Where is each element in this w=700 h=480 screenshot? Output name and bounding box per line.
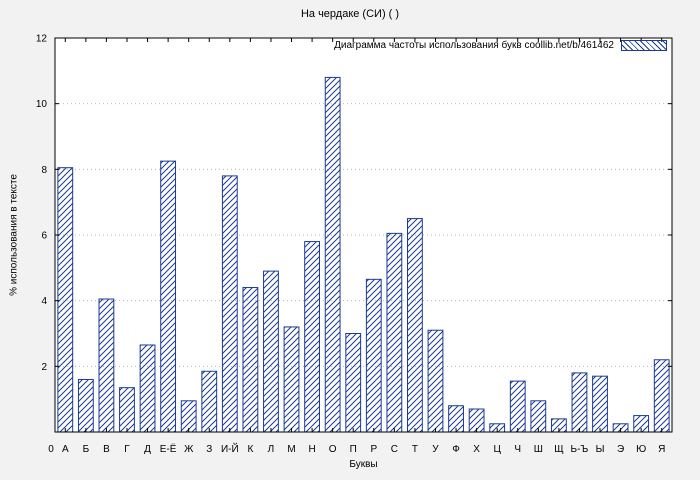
bar bbox=[345, 333, 362, 433]
x-tick-label: Х bbox=[473, 444, 480, 455]
bar bbox=[242, 287, 259, 433]
y-tick-label: 10 bbox=[36, 99, 48, 110]
y-tick-label: 6 bbox=[41, 231, 47, 242]
x-tick-label: Ж bbox=[184, 444, 194, 455]
y-tick-label: 8 bbox=[41, 165, 47, 176]
bar bbox=[324, 76, 341, 433]
y-axis-label: % использования в тексте bbox=[8, 174, 20, 296]
x-tick-label: С bbox=[391, 444, 398, 455]
x-tick-label: Р bbox=[370, 444, 377, 455]
x-tick-label: Ц bbox=[493, 444, 501, 455]
bar bbox=[201, 370, 218, 433]
x-tick-label: К bbox=[247, 444, 253, 455]
y-tick-label: 2 bbox=[41, 362, 47, 373]
bar bbox=[283, 326, 300, 433]
bar bbox=[509, 380, 526, 433]
bar bbox=[365, 278, 382, 433]
x-tick-label: Л bbox=[268, 444, 275, 455]
bar bbox=[57, 167, 74, 433]
x-tick-label: З bbox=[206, 444, 212, 455]
x-tick-label: Я bbox=[658, 444, 665, 455]
bar bbox=[139, 344, 156, 433]
x-tick-label: А bbox=[62, 444, 69, 455]
bar bbox=[592, 375, 608, 433]
x-tick-label: Д bbox=[144, 444, 151, 455]
x-tick-label: П bbox=[350, 444, 357, 455]
bar bbox=[180, 400, 197, 433]
x-tick-label: Ы bbox=[596, 444, 605, 455]
bar bbox=[653, 359, 670, 433]
x-tick-label: Ч bbox=[514, 444, 521, 455]
bar bbox=[160, 160, 177, 433]
legend: Диаграмма частоты использования букв coo… bbox=[334, 40, 667, 51]
legend-label: Диаграмма частоты использования букв coo… bbox=[334, 40, 614, 51]
y-tick-label: 4 bbox=[41, 296, 47, 307]
bar bbox=[304, 241, 320, 433]
x-tick-label: Ш bbox=[534, 444, 543, 455]
x-axis-label: Буквы bbox=[349, 459, 378, 470]
x-tick-label: М bbox=[287, 444, 295, 455]
y-tick-label: 12 bbox=[36, 34, 48, 45]
x-tick-label: Ф bbox=[452, 444, 460, 455]
bar bbox=[221, 175, 238, 433]
x-tick-label: И-Й bbox=[221, 442, 239, 455]
bar bbox=[98, 298, 115, 433]
x-tick-label: Щ bbox=[554, 444, 563, 455]
x-tick-label: У bbox=[432, 444, 439, 455]
bar bbox=[407, 218, 423, 433]
legend-swatch-hatched bbox=[621, 40, 667, 51]
x-tick-label: Ь-Ъ bbox=[571, 444, 589, 455]
x-tick-label: Н bbox=[308, 444, 315, 455]
bar bbox=[77, 378, 94, 433]
bar bbox=[571, 372, 588, 433]
bar bbox=[530, 400, 547, 433]
x-tick-label: Ю bbox=[636, 444, 646, 455]
x-tick-label: Е-Ё bbox=[160, 443, 177, 455]
bar bbox=[263, 270, 279, 433]
bar bbox=[386, 232, 403, 433]
bar bbox=[119, 387, 135, 433]
x-tick-label: Э bbox=[617, 444, 624, 455]
x-tick-label: Б bbox=[83, 444, 90, 455]
x-tick-label: Г bbox=[124, 444, 130, 455]
x-tick-label: Т bbox=[412, 444, 418, 455]
origin-tick-label: 0 bbox=[48, 444, 54, 455]
chart-title: На чердаке (СИ) ( ) bbox=[300, 8, 400, 20]
x-tick-label: О bbox=[329, 444, 337, 455]
bar bbox=[427, 329, 444, 433]
x-tick-label: В bbox=[103, 444, 110, 455]
